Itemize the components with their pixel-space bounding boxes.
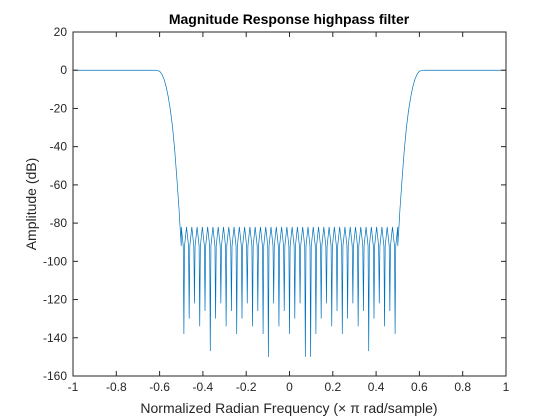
x-tick-label: -0.6 (149, 380, 170, 394)
x-tick-label: -0.2 (236, 380, 257, 394)
y-tick-label: -120 (43, 293, 67, 307)
x-axis-ticks: -1 -0.8 -0.6 -0.4 -0.2 0 0.2 0.4 0.6 0.8 1 (68, 32, 510, 394)
x-tick-label: -1 (68, 380, 79, 394)
x-tick-label: 0.8 (454, 380, 471, 394)
x-tick-label: 0 (286, 380, 293, 394)
x-tick-label: -0.4 (193, 380, 214, 394)
y-tick-label: 20 (54, 25, 68, 39)
magnitude-series-line (73, 69, 506, 357)
y-axis-ticks: 20 0 -20 -40 -60 -80 -100 -120 -140 -160 (43, 25, 506, 383)
y-tick-label: 0 (60, 63, 67, 77)
y-tick-label: -40 (50, 140, 68, 154)
x-tick-label: 0.4 (368, 380, 385, 394)
y-tick-label: -20 (50, 101, 68, 115)
x-tick-label: 0.6 (411, 380, 428, 394)
y-tick-label: -60 (50, 178, 68, 192)
y-tick-label: -80 (50, 216, 68, 230)
chart-title: Magnitude Response highpass filter (169, 11, 410, 27)
y-tick-label: -140 (43, 331, 67, 345)
x-tick-label: 0.2 (324, 380, 341, 394)
x-tick-label: 1 (503, 380, 510, 394)
x-tick-label: -0.8 (106, 380, 127, 394)
plot-area (72, 31, 507, 377)
y-axis-label: Amplitude (dB) (23, 158, 39, 251)
x-axis-label: Normalized Radian Frequency (× π rad/sam… (140, 400, 437, 416)
y-tick-label: -100 (43, 254, 67, 268)
y-tick-label: -160 (43, 369, 67, 383)
